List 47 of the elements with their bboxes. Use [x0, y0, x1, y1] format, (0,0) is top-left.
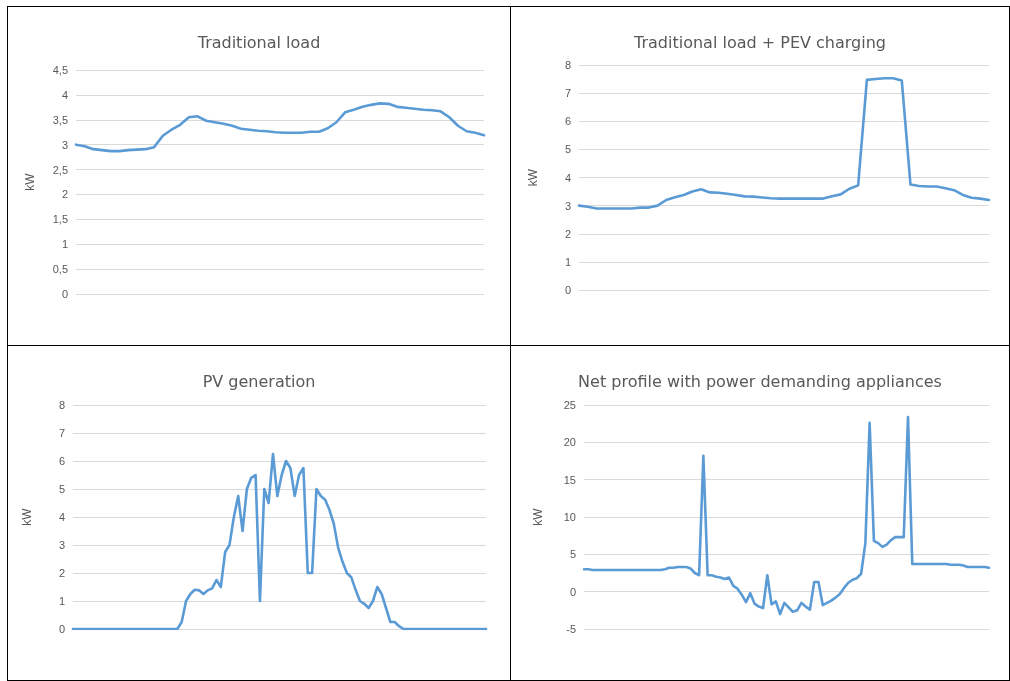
- line-series: [577, 76, 991, 210]
- y-tick-label: 7: [564, 87, 571, 100]
- y-tick-label: 6: [58, 455, 65, 467]
- y-tick-label: 1: [61, 238, 68, 251]
- y-tick-label: 4,5: [52, 64, 68, 76]
- line-series: [582, 415, 991, 616]
- y-tick-label: 2: [61, 188, 68, 201]
- y-axis-title: kW: [23, 172, 37, 191]
- y-tick-label: 0: [569, 585, 576, 598]
- y-tick-label: 10: [563, 511, 576, 523]
- chart-title: Net profile with power demanding appliances: [578, 371, 942, 391]
- y-tick-label: 8: [564, 59, 571, 71]
- y-tick-label: 2: [564, 227, 571, 240]
- y-tick-label: 3,5: [52, 113, 68, 126]
- y-tick-label: 4: [58, 511, 65, 523]
- y-tick-label: 3: [564, 199, 571, 212]
- line-series: [71, 452, 488, 631]
- chart-title: Traditional load: [196, 32, 321, 52]
- y-axis-title: kW: [526, 168, 540, 187]
- y-tick-label: 2,5: [52, 163, 68, 176]
- y-tick-label: 0: [564, 284, 571, 296]
- y-tick-label: 0: [58, 623, 65, 635]
- chart-title: Traditional load + PEV charging: [633, 32, 886, 52]
- y-tick-label: 4: [61, 88, 68, 101]
- y-tick-label: 3: [58, 539, 65, 551]
- y-tick-label: 25: [563, 399, 576, 411]
- y-tick-label: 1: [564, 255, 571, 268]
- y-tick-label: 1,5: [52, 213, 68, 226]
- y-tick-label: 5: [564, 143, 571, 156]
- y-tick-label: 8: [58, 399, 65, 411]
- y-tick-label: -5: [566, 623, 576, 635]
- y-tick-label: 3: [61, 138, 68, 151]
- y-tick-label: 2: [58, 567, 65, 579]
- y-tick-label: 4: [564, 171, 571, 184]
- y-tick-label: 20: [563, 436, 576, 449]
- y-tick-label: 0: [61, 288, 68, 300]
- y-tick-label: 7: [58, 427, 65, 439]
- y-tick-label: 0,5: [52, 263, 68, 276]
- y-tick-label: 5: [569, 548, 576, 561]
- y-tick-label: 5: [58, 483, 65, 495]
- y-axis-title: kW: [20, 507, 34, 526]
- y-tick-label: 15: [563, 473, 576, 486]
- chart-title: PV generation: [202, 371, 316, 391]
- line-series: [74, 102, 486, 153]
- y-tick-label: 1: [58, 595, 65, 607]
- y-tick-label: 6: [564, 115, 571, 128]
- y-axis-title: kW: [531, 507, 545, 526]
